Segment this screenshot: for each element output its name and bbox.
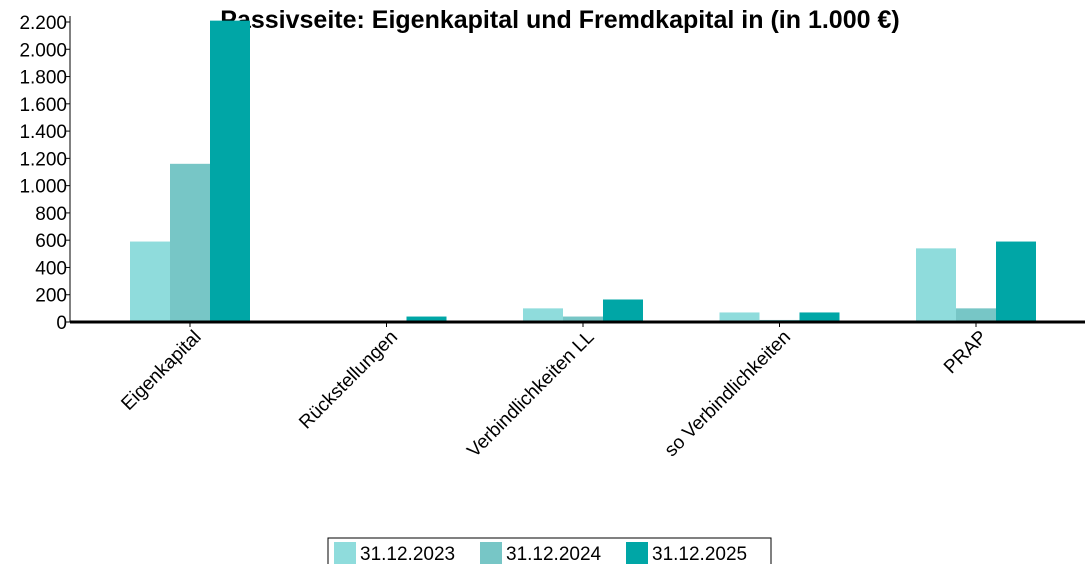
x-tick-label: so Verbindlichkeiten [661,327,795,461]
y-tick-label: 2.200 [19,13,67,34]
legend-label: 31.12.2025 [652,544,747,564]
y-tick-label: 1.200 [19,149,67,170]
legend-label: 31.12.2023 [360,544,455,564]
bar [996,241,1036,322]
x-tick-label: Verbindlichkeiten LL [463,327,598,462]
chart-title: Passivseite: Eigenkapital und Fremdkapit… [220,6,899,34]
bar [210,20,250,323]
x-axis: Eigenkapital Rückstellungen Verbindlichkei… [70,320,1085,462]
y-tick-label: 1.000 [19,177,67,198]
legend-label: 31.12.2024 [506,544,602,564]
y-tick-label: 1.400 [19,122,67,143]
y-axis: 0 200 400 600 800 1.000 1.200 1.400 1.600 1.800 2.… [19,13,71,334]
y-tick-label: 800 [35,204,67,225]
legend-swatch [334,542,356,564]
x-tick-label: Rückstellungen [295,327,402,434]
legend-swatch [480,542,502,564]
y-tick-label: 0 [56,313,67,334]
y-tick-label: 400 [35,258,67,279]
bar [916,248,956,322]
y-tick-label: 200 [35,286,67,307]
bar [170,163,210,322]
y-tick-label: 2.000 [19,40,67,61]
y-tick-label: 600 [35,231,67,252]
x-tick-label: Eigenkapital [117,327,205,415]
bar [799,312,840,322]
bar [719,312,760,322]
y-tick-label: 1.600 [19,95,67,116]
x-tick-label: PRAP [940,327,991,378]
legend: 31.12.2023 31.12.2024 31.12.2025 [327,537,772,569]
bar [523,308,563,322]
bar [406,316,447,322]
bar [563,316,603,322]
bar [603,299,643,322]
bar [956,308,996,322]
bar [130,241,170,322]
y-tick-label: 1.800 [19,68,67,89]
bars [130,20,1036,323]
legend-box [327,537,772,569]
legend-swatch [626,542,648,564]
